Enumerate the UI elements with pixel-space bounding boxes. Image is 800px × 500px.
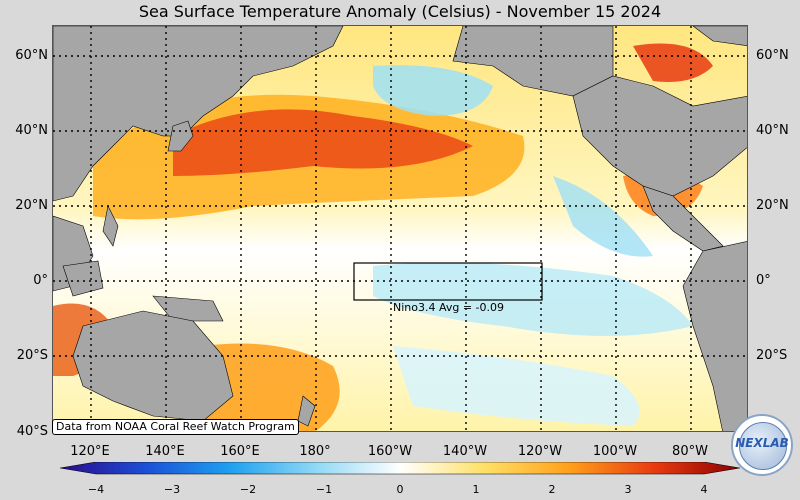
colorbar-tick: −1 [315,483,333,496]
lat-label-right: 40°N [756,123,789,138]
lat-label-right: 60°N [756,48,789,63]
colorbar-tick: −2 [239,483,257,496]
lon-label: 180° [299,444,331,459]
cool-anomaly-east-pacific [553,176,653,257]
lat-label-right: 20°N [756,198,789,213]
nino34-box [353,262,543,301]
colorbar-tick: 0 [396,483,404,496]
new-guinea-land [152,295,224,322]
lon-label: 140°W [442,444,488,459]
globe-icon [739,422,787,470]
colorbar-tick: −3 [163,483,181,496]
lat-label-right: 0° [756,273,771,288]
hot-anomaly-hudson [633,43,713,82]
lat-label-left: 20°S [16,348,48,363]
lon-label: 120°W [517,444,563,459]
lat-label-left: 40°N [15,123,48,138]
lat-label-right: 20°S [756,348,788,363]
colorbar-tick: 3 [624,483,632,496]
lat-label-left: 60°N [15,48,48,63]
philippines-land [102,205,119,247]
lat-label-left: 20°N [15,198,48,213]
colorbar-tick: 1 [472,483,480,496]
sst-anomaly-map [52,25,748,432]
central-america-land [642,185,724,252]
colorbar-tick: −4 [87,483,105,496]
alaska-land [452,26,614,97]
greenland-land [692,26,747,47]
lat-label-left: 40°S [16,424,48,439]
new-zealand-land [297,395,316,427]
japan-land [167,120,194,152]
cool-anomaly-gulf-alaska [373,65,493,116]
logo-text: NEXLAB [735,436,789,450]
colorbar-ramp [60,462,740,475]
map-title: Sea Surface Temperature Anomaly (Celsius… [138,2,662,21]
graticule [53,26,747,431]
lon-label: 160°W [367,444,413,459]
cool-anomaly-south-pacific [393,346,640,426]
colorbar [60,462,740,475]
borneo-land [62,260,104,297]
lon-label: 140°E [145,444,185,459]
lon-label: 100°W [592,444,638,459]
colorbar-tick: 2 [548,483,556,496]
hot-anomaly-north-pacific [173,109,473,176]
nino34-average-label: Nino3.4 Avg = -0.09 [393,301,505,314]
lon-label: 160°E [220,444,260,459]
data-credit: Data from NOAA Coral Reef Watch Program [52,419,299,435]
lat-label-left: 0° [33,273,48,288]
map-canvas [53,26,747,431]
colorbar-tick: 4 [700,483,708,496]
lon-label: 120°E [70,444,110,459]
lon-label: 80°W [672,444,708,459]
nexlab-logo: NEXLAB [731,414,793,476]
south-america-land [682,241,747,431]
